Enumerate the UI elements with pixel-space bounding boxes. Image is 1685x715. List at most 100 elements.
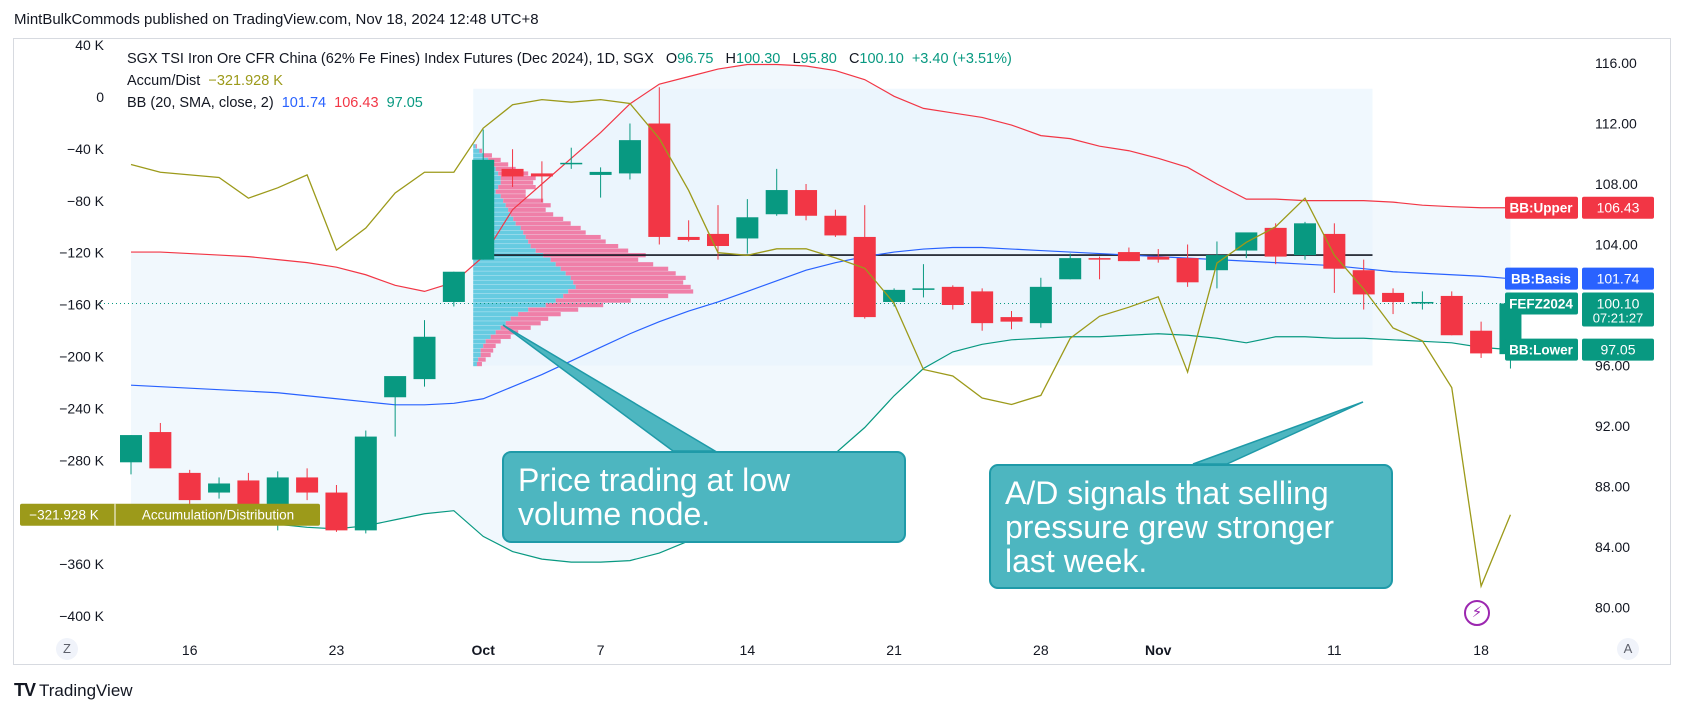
price-label-value: 106.43 <box>1597 200 1640 216</box>
legend-ad-row[interactable]: Accum/Dist −321.928 K <box>127 70 1012 92</box>
ad-axis-tick: 0 <box>96 89 104 105</box>
candle-body <box>296 477 319 493</box>
price-label-value-box <box>1582 267 1654 290</box>
ad-axis-tick: −160 K <box>59 297 104 313</box>
volume-profile-down-bar <box>515 221 571 226</box>
high-value: 100.30 <box>736 51 781 67</box>
callout-ad-selling-pressure: A/D signals that selling pressure grew s… <box>989 464 1393 589</box>
price-label-name: BB:Basis <box>1511 272 1571 287</box>
volume-profile-down-bar <box>488 157 501 162</box>
ad-axis-tick: −200 K <box>59 349 104 365</box>
candle <box>178 469 201 505</box>
candle <box>442 271 465 307</box>
candle <box>354 430 377 534</box>
candle-body <box>384 376 407 398</box>
candle-body <box>883 289 906 302</box>
volume-profile-down-bar <box>523 230 586 235</box>
volume-profile-down-bar <box>505 321 541 326</box>
volume-profile-down-bar <box>560 266 669 271</box>
candle <box>149 422 172 469</box>
bb-upper-value: 106.43 <box>334 95 379 111</box>
volume-profile-up-bar <box>473 257 551 262</box>
volume-profile-up-bar <box>473 312 519 317</box>
volume-profile-down-bar <box>528 239 606 244</box>
candle-body <box>941 286 964 305</box>
volume-profile-up-bar <box>473 361 477 367</box>
candle-body <box>589 171 612 175</box>
volume-profile-up-bar <box>473 357 479 362</box>
volume-profile-down-bar <box>520 225 581 231</box>
volume-profile-down-bar <box>500 180 534 185</box>
candle-body <box>824 215 847 236</box>
price-label-name: BB:Lower <box>1509 343 1573 358</box>
candle <box>648 87 671 245</box>
candle <box>1147 249 1170 263</box>
close-value: 100.10 <box>859 51 904 67</box>
candle-body <box>1440 295 1463 336</box>
candle <box>325 484 348 532</box>
goto-start-button[interactable]: Z <box>56 638 78 660</box>
time-axis-tick: 28 <box>1033 642 1049 658</box>
lightning-icon[interactable]: ⚡ <box>1464 600 1490 626</box>
candle <box>120 435 142 475</box>
price-label: BB:Basis 101.74 <box>1505 267 1654 290</box>
candle-body <box>354 436 377 531</box>
auto-scale-button[interactable]: A <box>1617 638 1639 660</box>
candle <box>618 123 641 180</box>
price-label-value: 97.05 <box>1600 342 1635 358</box>
volume-profile-down-bar <box>500 194 526 199</box>
volume-profile-down-bar <box>483 153 492 158</box>
candle-body <box>442 271 465 302</box>
volume-profile-down-bar <box>530 244 619 249</box>
candle-body <box>736 217 759 239</box>
volume-profile-down-bar <box>563 293 669 299</box>
candle <box>736 199 759 254</box>
price-label-name: BB:Upper <box>1510 201 1574 216</box>
volume-profile-up-bar <box>473 348 481 353</box>
volume-profile-down-bar <box>545 303 604 308</box>
volume-profile-up-bar <box>473 293 564 299</box>
volume-profile-up-bar <box>473 303 546 308</box>
candle-body <box>266 477 289 508</box>
candle-body <box>560 162 583 165</box>
candle <box>1029 277 1052 328</box>
volume-profile-up-bar <box>473 153 484 158</box>
candle <box>1117 247 1140 262</box>
price-axis-tick: 88.00 <box>1595 479 1630 495</box>
volume-profile-up-bar <box>473 343 484 349</box>
volume-profile-up-bar <box>473 248 536 253</box>
ad-axis-tick: 40 K <box>75 37 104 53</box>
candle-body <box>1000 317 1023 322</box>
price-axis-tick: 84.00 <box>1595 539 1630 555</box>
candle <box>912 264 935 298</box>
legend-symbol-row[interactable]: SGX TSI Iron Ore CFR China (62% Fe Fines… <box>127 48 1012 70</box>
candle-body <box>1117 252 1140 262</box>
candle <box>853 205 876 319</box>
ad-badge-name: Accumulation/Distribution <box>142 508 294 523</box>
volume-profile-down-bar <box>518 312 561 317</box>
volume-profile-down-bar <box>483 343 496 349</box>
volume-profile-up-bar <box>473 244 531 249</box>
price-axis-tick: 108.00 <box>1595 176 1638 192</box>
candle-body <box>1470 330 1493 354</box>
volume-profile-up-bar <box>473 225 521 231</box>
volume-profile-down-bar <box>500 325 531 330</box>
ad-badge: −321.928 K Accumulation/Distribution <box>20 503 320 526</box>
volume-profile-down-bar <box>528 307 579 312</box>
candle <box>208 477 231 499</box>
price-label-value-box <box>1582 292 1654 327</box>
price-label: BB:Lower 97.05 <box>1505 338 1654 361</box>
volume-profile-down-bar <box>508 207 546 212</box>
volume-profile-down-bar <box>498 185 536 190</box>
candle <box>1352 259 1375 310</box>
volume-profile-down-bar <box>500 175 536 181</box>
candle-body <box>1147 256 1170 260</box>
tradingview-logo[interactable]: TV TradingView <box>14 680 133 701</box>
candle <box>971 288 994 331</box>
legend-bb-row[interactable]: BB (20, SMA, close, 2) 101.74 106.43 97.… <box>127 92 1012 114</box>
candle-body <box>912 288 935 290</box>
tradingview-logo-text: TradingView <box>39 681 133 700</box>
candle <box>1000 311 1023 330</box>
